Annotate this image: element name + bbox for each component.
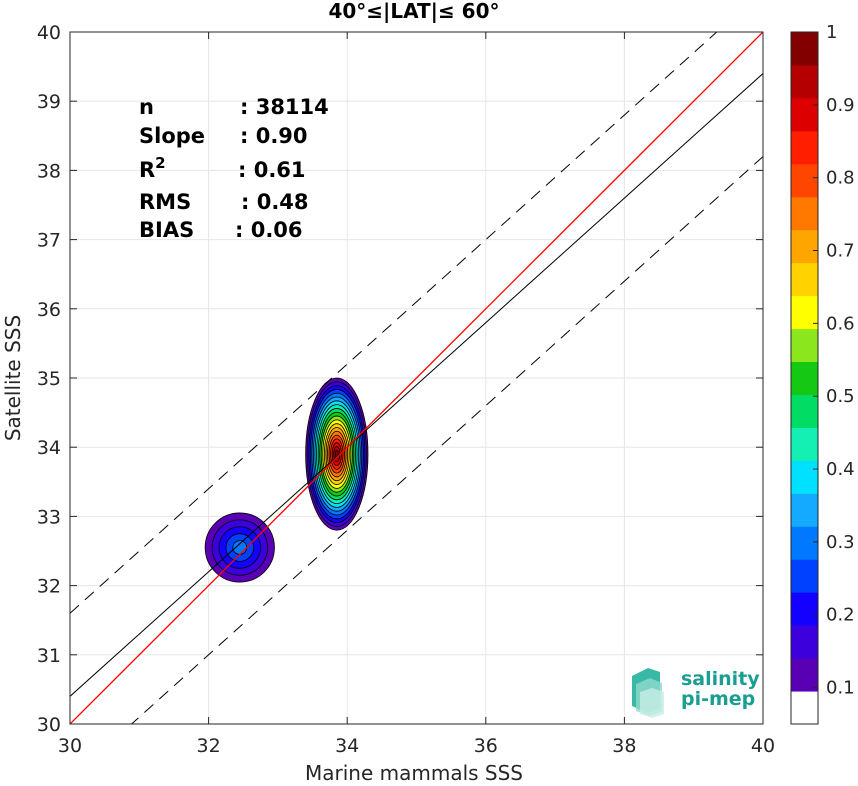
colorbar-segment (791, 592, 818, 626)
regression-line (70, 73, 763, 697)
colorbar-segment (791, 229, 818, 264)
stat-label: n (139, 95, 154, 119)
colorbar-segment (791, 625, 818, 659)
stat-value: : 0.48 (241, 190, 309, 214)
colorbar-tick-label: 0.9 (826, 95, 855, 116)
y-tick-label: 30 (37, 714, 61, 736)
colorbar-segment (791, 427, 818, 461)
colorbar-tick-label: 0.6 (826, 313, 855, 334)
colorbar-segment (791, 64, 818, 99)
stat-value: : 0.06 (235, 218, 303, 242)
reference-lines (70, 32, 763, 724)
stat-value: : 0.61 (238, 158, 306, 182)
x-tick-label: 40 (751, 735, 775, 757)
stat-value: : 0.90 (240, 124, 308, 148)
colorbar-tick-label: 0.2 (826, 605, 855, 626)
y-axis-label: Satellite SSS (1, 315, 25, 441)
y-tick-label: 33 (37, 506, 61, 528)
x-tick-label: 36 (474, 735, 498, 757)
colorbar-tick-label: 1 (826, 22, 837, 43)
colorbar-segment (791, 262, 818, 297)
density-clusters (204, 377, 369, 583)
salinity-pi-mep-logo: salinity pi-mep (632, 668, 760, 718)
logo-line2: pi-mep (681, 688, 755, 710)
colorbar-segment (791, 361, 818, 395)
grid (70, 32, 763, 724)
colorbar-frame (790, 31, 819, 725)
x-axis-label: Marine mammals SSS (305, 761, 523, 785)
colorbar-segment (791, 295, 818, 330)
colorbar-tick-label: 0.1 (826, 678, 855, 699)
colorbar-tick-label: 0.3 (826, 532, 855, 553)
colorbar: 0.1 0.2 0.3 0.4 0.5 0.6 0.7 0.8 0.9 1 (790, 22, 855, 725)
chart-title: 40°≤|LAT|≤ 60° (328, 0, 499, 23)
logo-wave-icon (632, 668, 664, 718)
colorbar-tick-label: 0.4 (826, 459, 855, 480)
y-tick-label: 36 (37, 299, 61, 321)
x-axis-ticks: 30 32 34 36 38 40 (58, 32, 775, 757)
x-tick-label: 38 (612, 735, 636, 757)
colorbar-tick-label: 0.8 (826, 168, 855, 189)
colorbar-segment (791, 460, 818, 494)
y-tick-label: 31 (37, 645, 61, 667)
one-to-one-line (70, 32, 763, 724)
colorbar-segment (791, 32, 818, 66)
stat-label: Slope (139, 124, 205, 148)
colorbar-tick-label: 0.5 (826, 386, 855, 407)
colorbar-segment (791, 163, 818, 198)
colorbar-segment (791, 328, 818, 363)
colorbar-segment (791, 196, 818, 231)
y-tick-label: 38 (37, 160, 61, 182)
colorbar-segment (791, 691, 818, 725)
colorbar-tick-label: 0.7 (826, 241, 855, 262)
y-tick-label: 37 (37, 230, 61, 252)
bound-line-dashed (70, 32, 718, 614)
x-tick-label: 34 (335, 735, 359, 757)
bound-line-dashed (130, 156, 763, 724)
logo-line1: salinity (681, 668, 760, 690)
colorbar-segment (791, 394, 818, 428)
stat-label: RMS (139, 190, 191, 214)
stat-value: : 38114 (240, 95, 329, 119)
colorbar-segment (791, 97, 818, 132)
y-tick-label: 34 (37, 437, 61, 459)
y-tick-label: 35 (37, 368, 61, 390)
x-tick-label: 32 (197, 735, 221, 757)
colorbar-segment (791, 526, 818, 560)
colorbar-segment (791, 559, 818, 593)
colorbar-segment (791, 130, 818, 165)
stat-label: BIAS (139, 218, 194, 242)
colorbar-segment (791, 658, 818, 692)
y-tick-label: 32 (37, 576, 61, 598)
y-tick-label: 39 (37, 91, 61, 113)
colorbar-segment (791, 493, 818, 527)
x-tick-label: 30 (58, 735, 82, 757)
y-tick-label: 40 (37, 22, 61, 44)
y-axis-ticks: 30 31 32 33 34 35 36 37 38 39 40 (37, 22, 763, 736)
